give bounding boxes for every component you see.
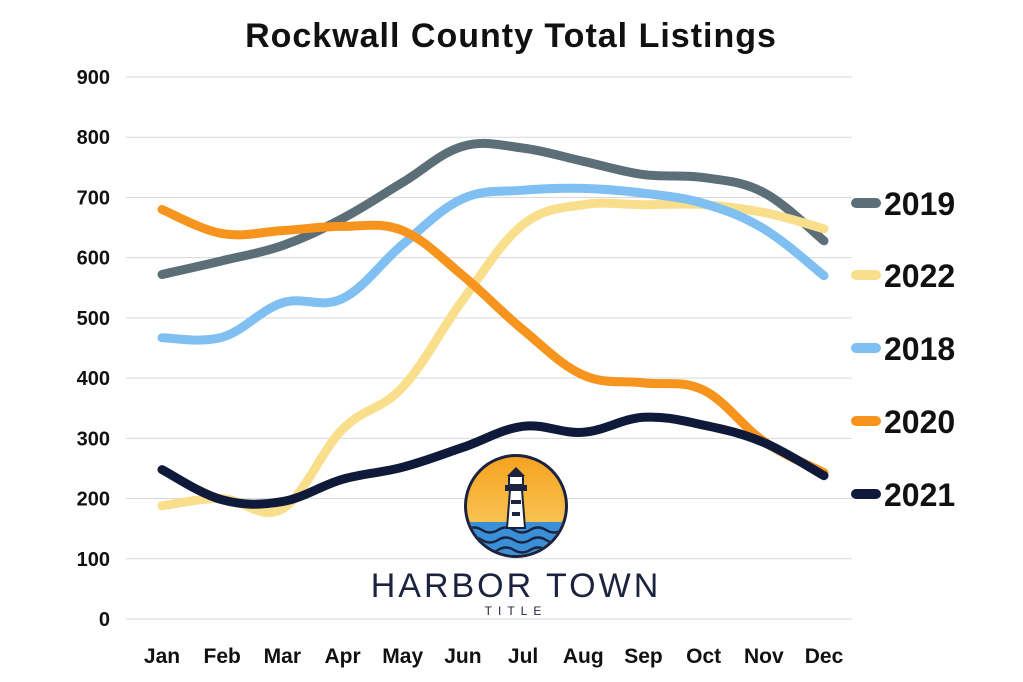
y-tick-label: 400 xyxy=(77,368,110,390)
legend-label-2018: 2018 xyxy=(884,331,955,367)
y-tick-label: 700 xyxy=(77,187,110,209)
brand-subtitle: TITLE xyxy=(485,604,548,618)
y-tick-label: 500 xyxy=(77,308,110,330)
x-tick-label: Jun xyxy=(444,645,481,668)
y-axis-ticks: 0 100 200 300 400 500 600 700 800 900 xyxy=(77,67,110,631)
x-tick-label: Feb xyxy=(204,645,241,668)
legend-label-2020: 2020 xyxy=(884,404,955,440)
harbor-town-title-logo: HARBOR TOWN TITLE xyxy=(371,454,662,618)
lighthouse-icon xyxy=(505,467,527,529)
y-tick-label: 800 xyxy=(77,127,110,149)
x-tick-label: Nov xyxy=(744,645,784,668)
legend-label-2021: 2021 xyxy=(884,477,955,513)
legend-label-2022: 2022 xyxy=(884,258,955,294)
chart-title: Rockwall County Total Listings xyxy=(245,17,777,55)
legend-label-2019: 2019 xyxy=(884,186,955,222)
x-tick-label: Jan xyxy=(144,645,180,668)
y-tick-label: 900 xyxy=(77,67,110,89)
series-line-2021 xyxy=(157,412,829,509)
x-tick-label: Apr xyxy=(324,645,360,668)
x-tick-label: Jul xyxy=(508,645,538,668)
series-line-2019 xyxy=(157,138,829,279)
x-axis-ticks: Jan Feb Mar Apr May Jun Jul Aug Sep Oct Nov Dec xyxy=(144,645,844,668)
x-tick-label: May xyxy=(382,645,423,668)
y-tick-label: 100 xyxy=(77,549,110,571)
series-line-2020 xyxy=(157,205,829,478)
x-tick-label: Sep xyxy=(624,645,663,668)
x-tick-label: Dec xyxy=(805,645,844,668)
y-tick-label: 200 xyxy=(77,489,110,511)
x-tick-label: Oct xyxy=(686,645,721,668)
brand-name: HARBOR TOWN xyxy=(371,567,662,605)
series-line-2018 xyxy=(157,183,829,345)
y-tick-label: 0 xyxy=(99,609,110,631)
y-tick-label: 300 xyxy=(77,428,110,450)
series-lines xyxy=(157,138,829,518)
legend: 2019 2022 2018 2020 2021 xyxy=(851,186,955,513)
x-tick-label: Mar xyxy=(264,645,301,668)
x-tick-label: Aug xyxy=(563,645,604,668)
y-tick-label: 600 xyxy=(77,248,110,270)
